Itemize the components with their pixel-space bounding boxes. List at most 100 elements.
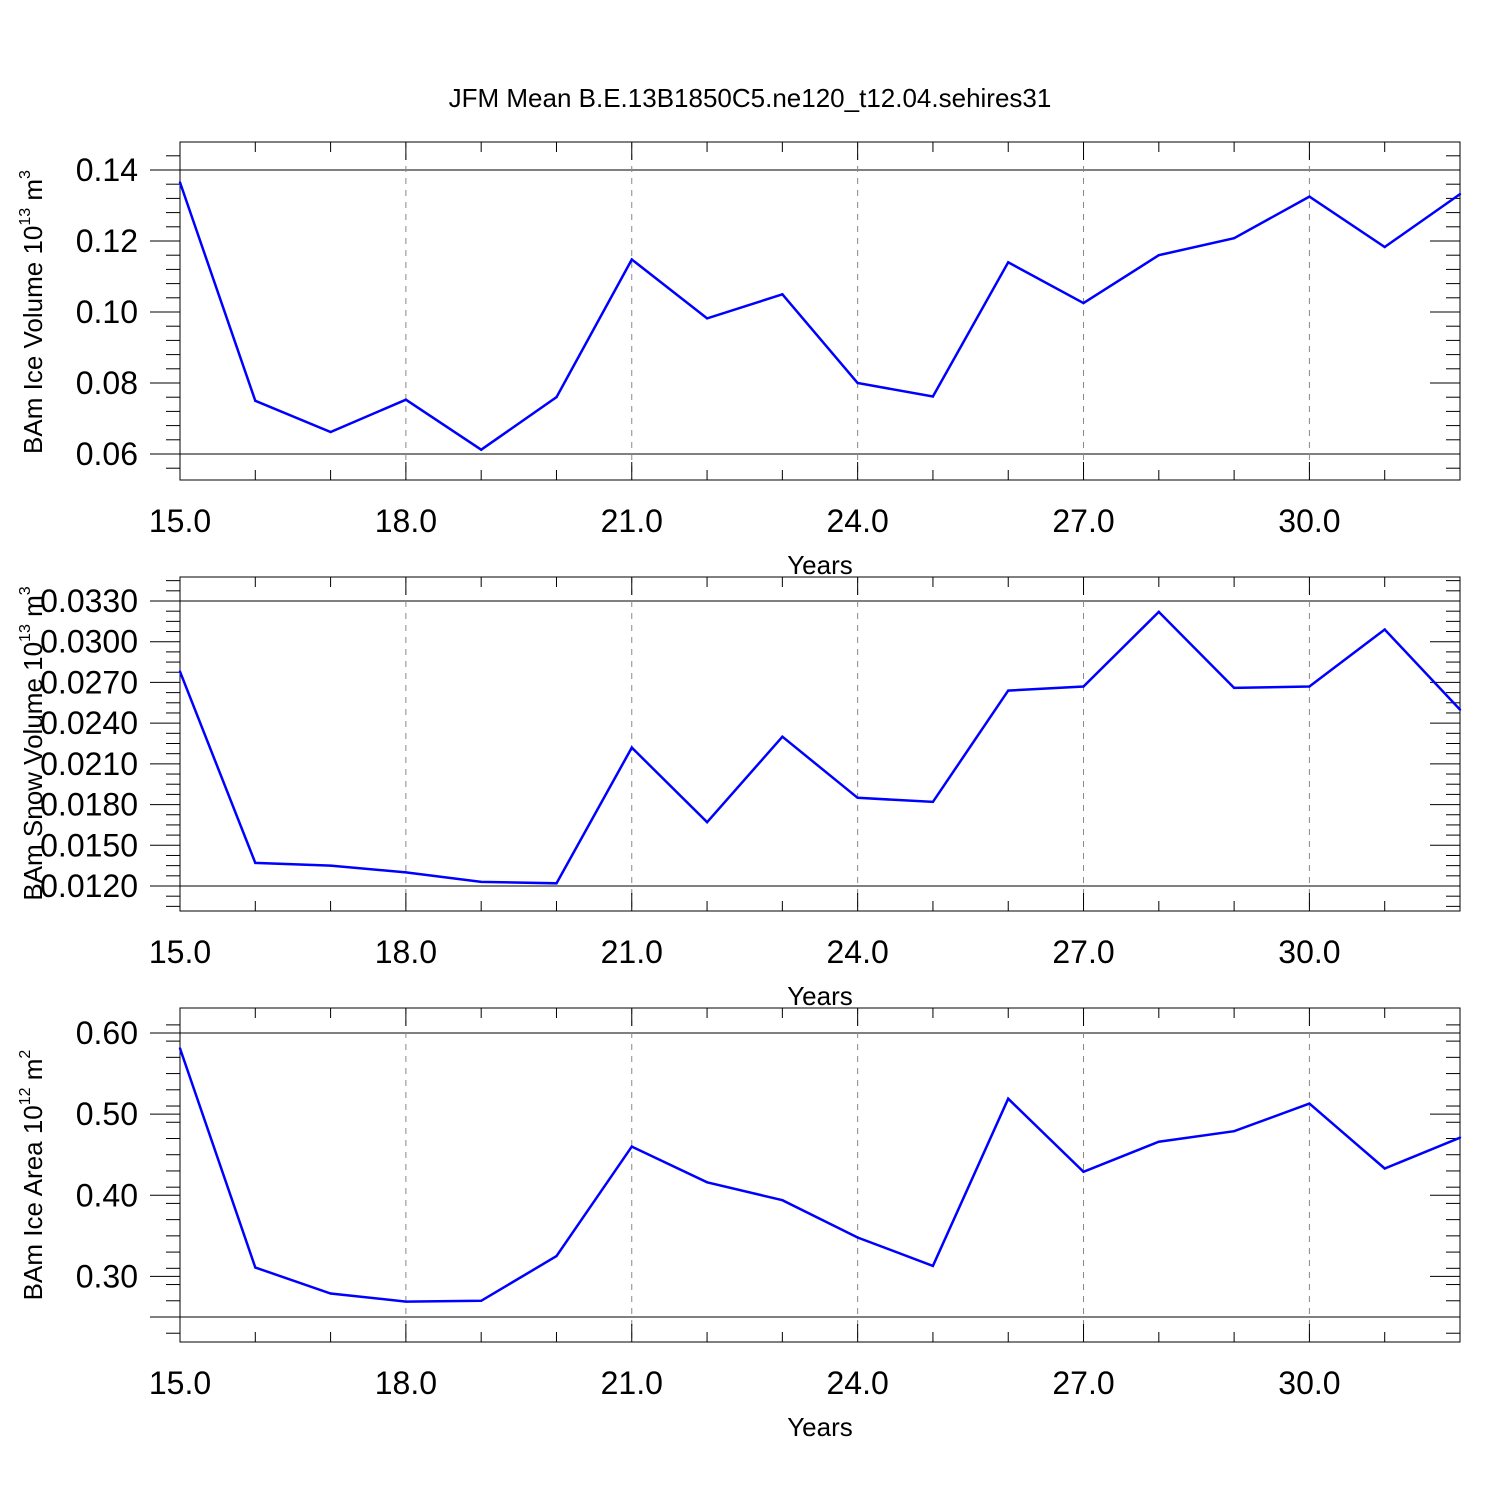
x-axis-label: Years xyxy=(787,550,853,580)
x-tick-label: 24.0 xyxy=(827,1365,889,1401)
y-tick-label: 0.14 xyxy=(76,152,138,188)
x-tick-label: 27.0 xyxy=(1052,503,1114,539)
x-tick-label: 15.0 xyxy=(149,934,211,970)
x-tick-label: 30.0 xyxy=(1278,503,1340,539)
x-tick-label: 27.0 xyxy=(1052,1365,1114,1401)
x-tick-label: 18.0 xyxy=(375,934,437,970)
data-point xyxy=(705,1181,709,1184)
data-point xyxy=(931,1264,935,1268)
data-point xyxy=(1157,610,1161,614)
plot-frame xyxy=(179,141,1461,481)
series-line xyxy=(178,181,1461,452)
data-point xyxy=(630,1145,633,1148)
chart-panel-3: 15.0 18.0 21.0 24.0 27.0 30.0 0.30 0.40 0.50 0.60… xyxy=(17,1007,1462,1442)
y-axis-label-text: BAm Ice Volume 10 xyxy=(18,226,48,454)
data-point xyxy=(856,1236,859,1239)
chart-panel-2: 15.0 18.0 21.0 24.0 27.0 30.0 0.0120 0.0150 0.01… xyxy=(17,576,1462,1011)
data-point xyxy=(1458,192,1462,196)
y-tick-label: 0.60 xyxy=(76,1015,138,1051)
data-point xyxy=(1007,1097,1010,1100)
x-tick-label: 21.0 xyxy=(601,1365,663,1401)
series-line xyxy=(178,1047,1461,1303)
y-tick-label: 0.0180 xyxy=(40,787,138,823)
panels: 15.0 18.0 21.0 24.0 27.0 30.0 0.06 0.08 0.10 0.12… xyxy=(17,141,1462,1442)
x-tick-label: 18.0 xyxy=(375,1365,437,1401)
data-point xyxy=(254,1266,257,1269)
y-axis-label: BAm Snow Volume 1013 m3 xyxy=(17,586,48,900)
data-point xyxy=(1157,1140,1161,1143)
y-tick-label: 0.30 xyxy=(76,1258,138,1294)
y-axis-label: BAm Ice Area 1012 m2 xyxy=(17,1050,48,1301)
data-point xyxy=(178,1047,182,1050)
data-point xyxy=(1383,628,1386,631)
x-tick-label: 15.0 xyxy=(149,503,211,539)
data-point xyxy=(1232,686,1236,690)
data-point xyxy=(781,1198,784,1202)
data-point xyxy=(254,399,257,402)
x-axis-label: Years xyxy=(787,981,853,1011)
x-tick-label: 27.0 xyxy=(1052,934,1114,970)
plot-frame xyxy=(179,576,1461,912)
data-point xyxy=(1082,301,1085,305)
x-tick-label: 30.0 xyxy=(1278,1365,1340,1401)
y-tick-label: 0.0270 xyxy=(40,664,138,700)
y-axis-label-unit: m xyxy=(18,1059,48,1088)
y-axis-label-text: BAm Ice Area 10 xyxy=(18,1105,48,1300)
data-point xyxy=(555,882,558,885)
y-tick-label: 0.0150 xyxy=(40,827,138,863)
data-point xyxy=(1007,261,1010,264)
y-axis-label-unit-exponent: 2 xyxy=(17,1050,34,1059)
data-point xyxy=(178,670,182,673)
data-point xyxy=(630,746,633,749)
y-tick-label: 0.0240 xyxy=(40,705,138,741)
y-axis-label-unit-exponent: 3 xyxy=(17,170,34,179)
data-point xyxy=(1458,1136,1462,1139)
y-axis-label-exponent: 13 xyxy=(17,208,34,226)
y-tick-label: 0.12 xyxy=(76,223,138,259)
y-tick-label: 0.0300 xyxy=(40,624,138,660)
y-tick-label: 0.0210 xyxy=(40,746,138,782)
data-point xyxy=(329,1292,332,1295)
data-point xyxy=(1458,708,1462,711)
data-point xyxy=(931,800,935,804)
data-point xyxy=(404,1300,408,1303)
y-tick-label: 0.06 xyxy=(76,436,138,472)
y-tick-label: 0.0330 xyxy=(40,583,138,619)
data-point xyxy=(479,1299,483,1302)
data-point xyxy=(404,871,408,874)
y-tick-label: 0.08 xyxy=(76,365,138,401)
data-point xyxy=(1383,245,1386,249)
series-line xyxy=(178,610,1461,885)
y-axis-label-unit-exponent: 3 xyxy=(17,586,34,595)
data-point xyxy=(329,430,332,434)
data-point xyxy=(1308,1102,1311,1105)
y-tick-label: 0.10 xyxy=(76,294,138,330)
data-point xyxy=(1383,1167,1386,1170)
chart-panel-1: 15.0 18.0 21.0 24.0 27.0 30.0 0.06 0.08 0.10 0.12… xyxy=(17,141,1462,580)
x-tick-label: 30.0 xyxy=(1278,934,1340,970)
y-tick-label: 0.0120 xyxy=(40,868,138,904)
x-tick-label: 24.0 xyxy=(827,503,889,539)
plot-frame xyxy=(179,1007,1461,1343)
data-point xyxy=(931,395,935,398)
data-point xyxy=(1308,195,1311,198)
data-point xyxy=(856,796,859,799)
data-point xyxy=(479,880,483,884)
data-point xyxy=(1007,689,1010,692)
y-axis-label-exponent: 12 xyxy=(17,1087,34,1105)
x-tick-label: 21.0 xyxy=(601,934,663,970)
y-axis-label-text: BAm Snow Volume 10 xyxy=(18,642,48,901)
data-point xyxy=(178,181,182,184)
data-point xyxy=(404,398,408,401)
data-point xyxy=(1082,685,1085,688)
data-point xyxy=(856,381,859,385)
data-point xyxy=(329,864,332,867)
y-tick-label: 0.40 xyxy=(76,1177,138,1213)
data-point xyxy=(555,1254,558,1258)
data-point xyxy=(1082,1170,1085,1173)
x-tick-label: 24.0 xyxy=(827,934,889,970)
x-tick-label: 15.0 xyxy=(149,1365,211,1401)
x-axis-label: Years xyxy=(787,1412,853,1442)
data-point xyxy=(479,448,483,451)
